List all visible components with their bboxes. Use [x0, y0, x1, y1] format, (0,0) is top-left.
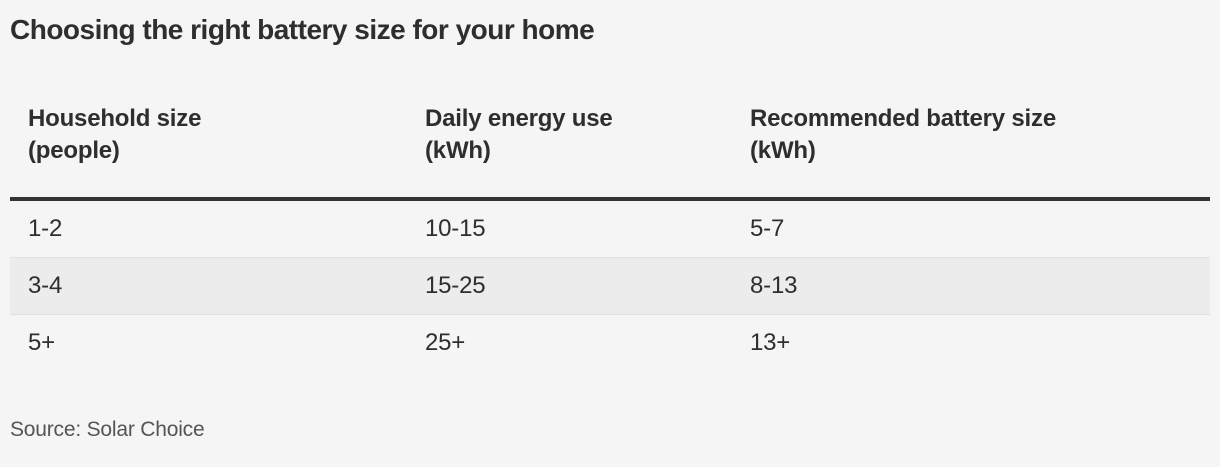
table-header-row: Household size (people) Daily energy use…	[10, 103, 1210, 201]
table-row: 5+ 25+ 13+	[10, 314, 1210, 372]
table-cell-household: 3-4	[28, 272, 63, 299]
table-cell-energy-use: 10-15	[425, 215, 486, 242]
table-row: 3-4 15-25 8-13	[10, 257, 1210, 315]
header-unit-line: (people)	[28, 137, 120, 164]
header-unit-line: (kWh)	[425, 137, 491, 164]
header-unit-line: (kWh)	[750, 137, 816, 164]
table-row: 1-2 10-15 5-7	[10, 199, 1210, 258]
table-cell-battery-size: 5-7	[750, 215, 785, 242]
table-cell-energy-use: 15-25	[425, 272, 486, 299]
chart-container: Choosing the right battery size for your…	[0, 13, 1220, 455]
battery-size-table: Household size (people) Daily energy use…	[10, 103, 1210, 371]
page-title: Choosing the right battery size for your…	[10, 14, 595, 45]
table-cell-energy-use: 25+	[425, 329, 466, 356]
column-header-daily-energy-use: Daily energy use (kWh)	[407, 103, 732, 201]
header-label-line: Household size	[28, 105, 202, 132]
table-cell-battery-size: 13+	[750, 329, 791, 356]
header-label-line: Recommended battery size	[750, 105, 1056, 132]
source-note: Source: Solar Choice	[10, 418, 205, 441]
column-header-household-size: Household size (people)	[10, 103, 407, 201]
header-label-line: Daily energy use	[425, 105, 613, 132]
table-cell-household: 1-2	[28, 215, 63, 242]
table-cell-battery-size: 8-13	[750, 272, 798, 299]
column-header-recommended-battery-size: Recommended battery size (kWh)	[732, 103, 1210, 201]
table-cell-household: 5+	[28, 329, 55, 356]
